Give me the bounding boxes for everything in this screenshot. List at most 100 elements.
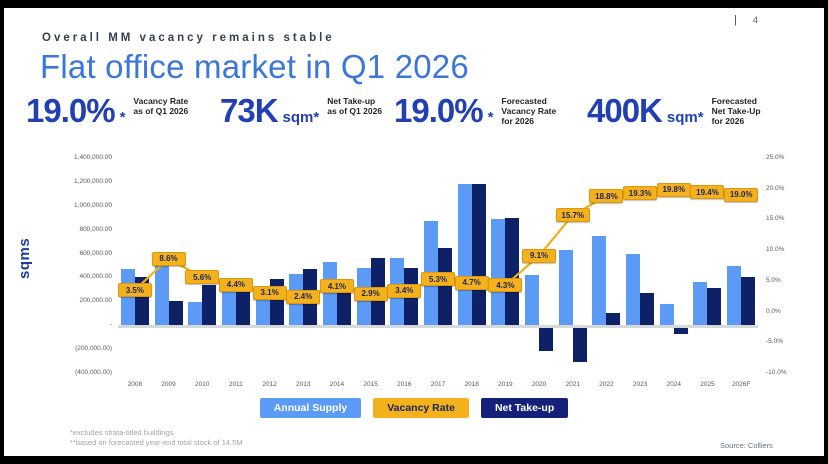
right-axis-tick: 15.0% <box>766 215 785 223</box>
footnote-2: **based on forecasted year-end total sto… <box>70 437 243 447</box>
x-axis-label: 2025 <box>700 381 715 388</box>
x-axis-label: 2026F <box>731 381 751 388</box>
stat-number: 19.0% * <box>26 94 125 127</box>
vacancy-point-label: 5.6% <box>185 270 220 285</box>
x-axis-label: 2022 <box>599 381 614 388</box>
vacancy-point-label: 19.8% <box>656 182 691 197</box>
vacancy-supply-chart: 1,400,000.00 1,200,000.00 1,000,000.00 800,… <box>4 8 824 456</box>
footnote-1: *excludes strata-titled buildings <box>70 428 174 437</box>
bar-net-take-up-2010 <box>202 284 217 326</box>
right-axis-tick: -5.0% <box>766 338 783 346</box>
bar-annual-supply-2014 <box>322 261 337 326</box>
x-axis-label: 2017 <box>430 381 446 388</box>
stat-value: 400K <box>587 92 663 129</box>
stat-number: 19.0% * <box>394 94 493 127</box>
vacancy-point-label: 2.9% <box>353 286 388 301</box>
stat-number: 400K sqm* <box>587 94 704 127</box>
bar-annual-supply-2011 <box>221 288 236 326</box>
bar-net-take-up-2023 <box>640 292 655 326</box>
stat-unit: sqm* <box>282 109 320 126</box>
x-axis-label: 2016 <box>397 381 412 388</box>
bar-annual-supply-2023 <box>626 253 641 326</box>
bar-net-take-up-2018 <box>471 184 486 326</box>
bar-annual-supply-2024 <box>659 303 674 326</box>
vacancy-point-label: 4.3% <box>488 278 523 293</box>
bar-net-take-up-2025 <box>707 288 722 326</box>
stat-unit: * <box>119 109 126 126</box>
bar-annual-supply-2025 <box>693 282 708 326</box>
slide: | 4 Overall MM vacancy remains stable Fl… <box>4 8 824 456</box>
stat-value: 73K <box>220 92 279 129</box>
x-axis-label: 2021 <box>565 381 580 388</box>
bar-net-take-up-2019 <box>505 217 520 326</box>
stat-number: 73K sqm* <box>220 94 319 127</box>
legend-pill-net-take-up: Net Take-up <box>480 398 569 418</box>
bar-annual-supply-2022 <box>592 235 607 326</box>
page-indicator: | 4 <box>734 14 758 26</box>
right-axis-tick: -10.0% <box>766 369 787 376</box>
vacancy-point-label: 3.4% <box>387 283 422 298</box>
vacancy-point-label: 19.4% <box>690 185 725 200</box>
bar-net-take-up-2026F <box>741 277 756 326</box>
left-axis-tick: 1,200,000.00 <box>74 177 112 185</box>
vacancy-point-label: 4.4% <box>218 277 253 292</box>
source-note: Source: Colliers <box>720 441 773 450</box>
vacancy-point-label: 18.8% <box>589 189 624 204</box>
stat-value: 19.0% <box>26 92 116 129</box>
x-axis-baseline <box>118 325 758 329</box>
left-axis-tick: (200,000.00) <box>75 345 112 353</box>
left-axis-tick: 400,000.00 <box>79 273 112 281</box>
x-axis-label: 2015 <box>363 381 378 388</box>
bar-net-take-up-2024 <box>673 328 688 335</box>
left-axis-tick: 1,400,000.00 <box>74 154 112 161</box>
vacancy-point-label: 2.4% <box>286 289 321 304</box>
x-axis-label: 2014 <box>329 381 345 388</box>
bar-annual-supply-2012 <box>255 294 270 326</box>
bar-annual-supply-2010 <box>188 301 203 326</box>
left-axis-tick: 600,000.00 <box>79 249 112 257</box>
x-axis-label: 2019 <box>498 381 513 388</box>
bar-annual-supply-2019 <box>491 218 506 326</box>
stat-vacancy-rate-q1: 19.0% * Vacancy Rate as of Q1 2026 <box>26 94 189 127</box>
vacancy-point-label: 8.6% <box>151 251 186 266</box>
vacancy-point-label: 19.3% <box>623 186 658 200</box>
x-axis-label: 2018 <box>464 381 479 388</box>
stat-label: Vacancy Rate as of Q1 2026 <box>133 96 189 117</box>
chart-legend: Annual Supply Vacancy Rate Net Take-up <box>4 398 824 418</box>
stat-forecast-vacancy-rate: 19.0% * Forecasted Vacancy Rate for 2026 <box>394 94 557 127</box>
bar-net-take-up-2020 <box>539 328 554 351</box>
stat-unit: * <box>487 109 494 126</box>
bar-net-take-up-2017 <box>438 247 452 326</box>
vacancy-point-label: 4.7% <box>454 275 489 290</box>
page-divider: | <box>734 14 737 26</box>
bar-net-take-up-2021 <box>572 328 587 362</box>
right-axis-tick: 25.0% <box>766 154 785 161</box>
x-axis-label: 2020 <box>531 381 547 388</box>
bar-net-take-up-2009 <box>168 301 183 326</box>
vacancy-point-label: 15.7% <box>555 208 590 223</box>
x-axis-label: 2011 <box>228 381 243 388</box>
left-axis-tick: 800,000.00 <box>79 225 112 233</box>
left-axis-tick: - <box>109 321 112 329</box>
stat-value: 19.0% <box>394 92 484 129</box>
x-axis-label: 2012 <box>262 381 277 388</box>
footnotes: *excludes strata-titled buildings **base… <box>70 428 243 448</box>
x-axis-label: 2008 <box>127 381 143 388</box>
bar-net-take-up-2022 <box>606 313 621 326</box>
stat-unit: sqm* <box>666 109 704 126</box>
legend-pill-annual-supply: Annual Supply <box>259 398 362 418</box>
page-title: Flat office market in Q1 2026 <box>40 48 469 85</box>
x-axis-label: 2010 <box>194 381 210 388</box>
bar-annual-supply-2020 <box>525 275 540 326</box>
bar-annual-supply-2018 <box>457 184 472 326</box>
x-axis-label: 2023 <box>632 381 648 388</box>
x-axis-label: 2013 <box>296 381 311 388</box>
right-axis-tick: 10.0% <box>766 246 785 254</box>
bar-annual-supply-2009 <box>154 261 169 326</box>
stat-label: Net Take-up as of Q1 2026 <box>327 96 383 117</box>
vacancy-point-label: 3.5% <box>117 283 152 298</box>
left-axis-tick: 200,000.00 <box>79 297 112 305</box>
kicker-text: Overall MM vacancy remains stable <box>42 32 335 44</box>
right-axis-tick: 0.0% <box>766 307 781 315</box>
